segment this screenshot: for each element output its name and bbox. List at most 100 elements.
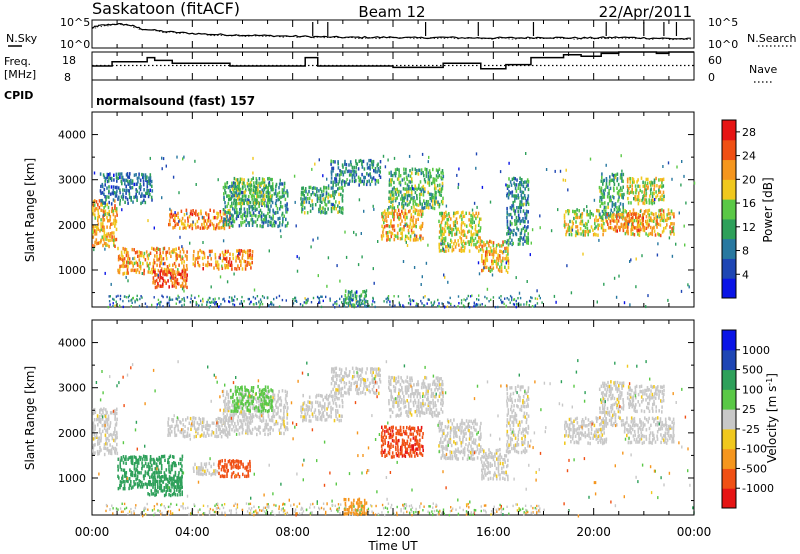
range-cell [194, 462, 196, 467]
range-cell [244, 466, 246, 470]
range-cell [522, 190, 525, 195]
range-cell [238, 181, 240, 185]
range-cell [114, 224, 116, 228]
range-cell [475, 152, 478, 156]
range-cell [148, 482, 151, 487]
range-cell [103, 213, 106, 217]
range-cell [616, 229, 618, 233]
range-cell [622, 208, 625, 212]
range-cell [631, 190, 633, 194]
range-cell [232, 224, 234, 228]
range-cell [216, 216, 218, 220]
range-cell [514, 212, 516, 216]
range-cell [611, 213, 614, 217]
range-cell [277, 393, 279, 397]
range-cell [437, 189, 440, 193]
range-cell [214, 469, 217, 473]
range-cell [161, 284, 164, 288]
range-cell [589, 215, 591, 220]
range-cell [413, 187, 415, 191]
range-cell [377, 240, 379, 243]
range-cell [327, 397, 329, 402]
range-cell [122, 192, 124, 196]
range-cell [609, 186, 612, 191]
range-cell [221, 259, 224, 263]
range-cell [169, 276, 172, 280]
range-cell [239, 386, 242, 390]
range-cell [98, 414, 101, 419]
range-cell [235, 463, 238, 467]
range-cell [100, 184, 102, 189]
range-cell [156, 479, 158, 483]
range-cell [285, 217, 287, 222]
range-cell [522, 226, 525, 231]
range-cell [203, 220, 205, 224]
range-cell [581, 219, 584, 223]
range-cell [446, 245, 448, 249]
range-cell [257, 396, 259, 400]
range-cell [233, 303, 236, 307]
range-cell [283, 415, 285, 419]
range-cell [98, 199, 101, 203]
range-cell [97, 437, 100, 441]
range-cell [510, 207, 513, 211]
range-cell [156, 246, 158, 251]
range-cell [172, 175, 175, 179]
range-cell [160, 483, 163, 488]
range-cell [619, 228, 621, 232]
range-cell [396, 177, 399, 181]
range-cell [168, 296, 171, 299]
range-cell [481, 244, 483, 248]
noise-lines [91, 22, 691, 41]
range-cell [515, 299, 517, 303]
range-cell [345, 167, 347, 171]
range-cell [254, 397, 257, 401]
range-cell [463, 242, 466, 246]
range-cell [507, 270, 509, 274]
range-cell [115, 448, 118, 452]
range-cell [511, 238, 513, 242]
range-cell [479, 236, 481, 240]
range-cell [148, 480, 150, 484]
range-cell [309, 185, 312, 190]
range-cell [658, 215, 661, 219]
range-cell [226, 469, 229, 473]
range-cell [139, 182, 142, 187]
range-cell [504, 246, 506, 251]
range-cell [103, 413, 106, 418]
range-cell [235, 210, 238, 214]
range-cell [390, 219, 392, 223]
range-cell [479, 242, 482, 247]
range-cell [266, 409, 269, 414]
range-cell [440, 199, 443, 204]
range-cell [106, 211, 109, 216]
range-cell [217, 263, 220, 267]
range-cell [406, 194, 409, 198]
range-cell [246, 465, 249, 469]
range-cell [238, 201, 240, 206]
range-cell [475, 232, 477, 236]
range-cell [122, 305, 124, 309]
range-cell [148, 479, 151, 484]
range-cell [135, 188, 137, 192]
range-cell [646, 219, 649, 223]
range-cell [165, 483, 167, 487]
range-cell [279, 416, 282, 420]
range-cell [198, 294, 200, 298]
range-cell [471, 217, 474, 222]
range-cell [286, 393, 288, 398]
range-cell [457, 227, 460, 231]
range-cell [145, 191, 147, 196]
range-cell [110, 448, 113, 452]
range-cell [155, 471, 158, 475]
range-cell [406, 177, 408, 181]
range-cell [401, 231, 403, 235]
range-cell [122, 188, 124, 192]
range-cell [196, 427, 199, 431]
range-cell [175, 213, 178, 217]
range-cell [274, 191, 277, 196]
range-cell [105, 198, 107, 202]
range-cell [644, 198, 646, 202]
range-cell [584, 233, 586, 237]
range-cell [215, 301, 217, 304]
